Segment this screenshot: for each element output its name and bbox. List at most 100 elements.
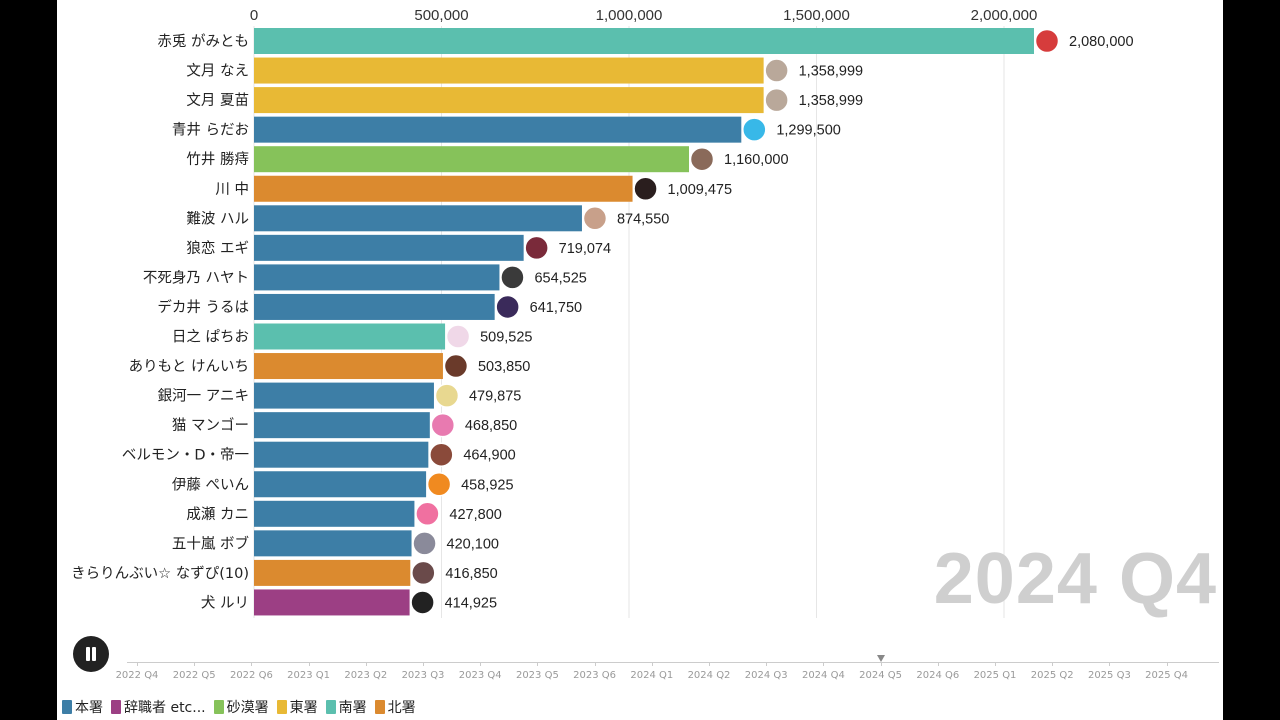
- timeline-label[interactable]: 2024 Q4: [801, 670, 845, 681]
- timeline-label[interactable]: 2025 Q4: [1145, 670, 1189, 681]
- timeline-label[interactable]: 2024 Q1: [630, 670, 674, 681]
- bar: [254, 87, 764, 114]
- category-label: 銀河一 アニキ: [158, 388, 249, 405]
- value-label: 719,074: [559, 241, 611, 257]
- x-tick-label: 500,000: [414, 7, 468, 24]
- category-label: 青井 らだお: [172, 122, 249, 139]
- timeline-label[interactable]: 2025 Q1: [973, 670, 1017, 681]
- value-label: 503,850: [478, 359, 530, 375]
- timeline-label[interactable]: 2024 Q2: [687, 670, 731, 681]
- timeline-tick: [308, 662, 310, 666]
- legend-label: 南署: [338, 700, 367, 716]
- bar: [254, 441, 429, 468]
- timeline-tick: [194, 662, 196, 666]
- avatar-icon: [429, 442, 454, 467]
- avatar-icon: [443, 353, 469, 379]
- avatar-icon: [1034, 28, 1060, 54]
- legend-label: 東署: [289, 700, 318, 716]
- legend-swatch: [213, 700, 224, 714]
- avatar-icon: [410, 590, 435, 615]
- value-label: 874,550: [617, 211, 669, 227]
- bar: [254, 412, 430, 439]
- avatar-icon: [764, 87, 789, 113]
- timeline-label[interactable]: 2024 Q5: [859, 670, 903, 681]
- timeline-tick: [880, 662, 882, 666]
- avatar-icon: [445, 324, 471, 349]
- timeline-label[interactable]: 2023 Q3: [401, 670, 445, 681]
- bar: [254, 28, 1034, 54]
- category-label: 不死身乃 ハヤト: [143, 269, 249, 286]
- x-tick-label: 2,000,000: [971, 7, 1038, 24]
- timeline-tick: [937, 662, 939, 666]
- timeline-label[interactable]: 2025 Q2: [1030, 670, 1074, 681]
- category-label: 川 中: [215, 181, 249, 198]
- bar: [254, 382, 434, 409]
- legend-swatch: [111, 700, 121, 714]
- timeline-track[interactable]: [127, 662, 1219, 663]
- timeline-label[interactable]: 2023 Q4: [458, 670, 502, 681]
- category-label: 伊藤 ぺいん: [172, 476, 249, 493]
- legend-item[interactable]: 北署: [374, 697, 416, 717]
- legend-item[interactable]: 東署: [276, 697, 318, 717]
- category-label: ベルモン・D・帝一: [122, 447, 249, 464]
- timeline-label[interactable]: 2022 Q4: [115, 670, 159, 681]
- legend-item[interactable]: 南署: [325, 697, 367, 717]
- timeline-tick: [1109, 662, 1111, 666]
- value-label: 468,850: [465, 418, 517, 434]
- value-label: 1,358,999: [799, 64, 864, 80]
- timeline-scrubber[interactable]: 2022 Q4 2022 Q5 2022 Q6 2023 Q1 2023 Q2 2023 …: [116, 655, 1219, 685]
- bar: [254, 264, 500, 291]
- avatar-icon: [430, 412, 456, 438]
- legend-swatch: [62, 700, 72, 714]
- legend-swatch: [374, 700, 385, 714]
- chart-stage: 0 500,000 1,000,000 1,500,000 2,000,000 赤兎 がみ…: [57, 0, 1223, 720]
- avatar-icon: [764, 58, 789, 83]
- legend: 本署 辞職者 etc... 砂漠署 東署 南署 北署: [62, 697, 416, 717]
- pause-button[interactable]: [73, 636, 109, 672]
- timeline-label[interactable]: 2023 Q6: [573, 670, 617, 681]
- legend-item[interactable]: 辞職者 etc...: [111, 697, 206, 717]
- timeline-label[interactable]: 2023 Q1: [287, 670, 331, 681]
- category-label: デカ井 うるは: [157, 298, 249, 316]
- legend-label: 本署: [75, 700, 103, 716]
- value-label: 416,850: [445, 566, 497, 582]
- x-tick-label: 1,000,000: [596, 7, 663, 24]
- timeline-thumb[interactable]: [876, 655, 885, 662]
- bar-chart: 0 500,000 1,000,000 1,500,000 2,000,000 赤兎 がみ…: [71, 7, 1134, 618]
- value-label: 509,525: [480, 330, 532, 346]
- value-label: 654,525: [534, 270, 586, 286]
- value-label: 420,100: [447, 536, 499, 552]
- timeline-tick: [480, 662, 482, 666]
- x-tick-label: 0: [250, 7, 258, 24]
- legend-swatch: [325, 700, 336, 714]
- bar: [254, 559, 411, 586]
- category-label: 狼恋 エギ: [186, 239, 249, 257]
- timeline-tick: [594, 662, 596, 666]
- timeline-tick: [823, 662, 825, 666]
- avatar-icon: [500, 265, 525, 290]
- category-label: 赤兎 がみとも: [157, 33, 249, 50]
- avatar-icon: [426, 472, 452, 497]
- value-label: 464,900: [463, 448, 515, 464]
- timeline-label[interactable]: 2022 Q6: [229, 670, 273, 681]
- timeline-tick: [766, 662, 768, 666]
- bar: [254, 471, 427, 498]
- pause-icon: [86, 647, 90, 661]
- timeline-label[interactable]: 2024 Q6: [916, 670, 960, 681]
- timeline-label[interactable]: 2025 Q3: [1087, 670, 1131, 681]
- timeline-label[interactable]: 2023 Q2: [344, 670, 388, 681]
- timeline-label[interactable]: 2024 Q3: [744, 670, 788, 681]
- legend-label: 砂漠署: [226, 700, 269, 716]
- timeline-label[interactable]: 2022 Q5: [172, 670, 216, 681]
- avatar-icon: [633, 176, 658, 201]
- timeline-tick: [1052, 662, 1054, 666]
- bar: [254, 146, 689, 173]
- category-label: 文月 夏苗: [186, 92, 249, 109]
- timeline-tick: [365, 662, 367, 666]
- timeline-tick: [709, 662, 710, 666]
- avatar-icon: [411, 560, 436, 586]
- avatar-icon: [415, 501, 440, 527]
- legend-item[interactable]: 砂漠署: [213, 697, 269, 717]
- legend-item[interactable]: 本署: [62, 697, 103, 717]
- timeline-label[interactable]: 2023 Q5: [515, 670, 559, 681]
